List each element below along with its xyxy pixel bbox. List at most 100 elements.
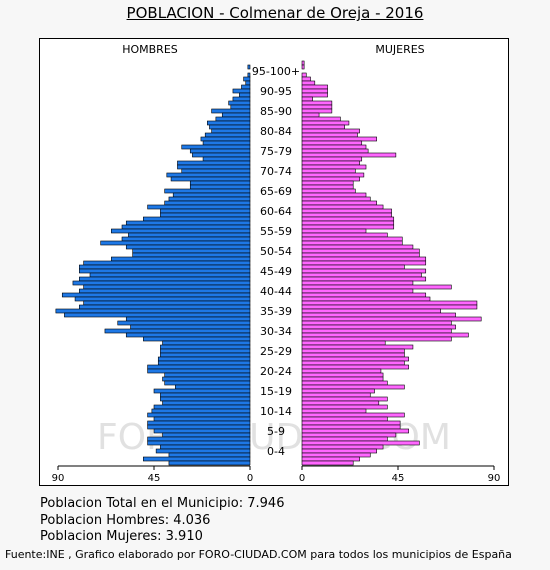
bar-hombres-46 <box>79 276 251 282</box>
men-population: Poblacion Hombres: 4.036 <box>40 513 211 528</box>
age-label-95-100+: 95-100+ <box>252 65 300 78</box>
bar-hombres-58 <box>111 228 251 234</box>
bar-hombres-63 <box>160 208 251 214</box>
bar-mujeres-64 <box>301 204 384 210</box>
bar-hombres-31 <box>143 336 251 342</box>
bar-hombres-52 <box>132 252 251 258</box>
age-label-85-90: 85-90 <box>260 105 292 118</box>
bar-hombres-1 <box>143 456 251 462</box>
bar-mujeres-86 <box>301 116 341 122</box>
bar-mujeres-52 <box>301 252 420 258</box>
bar-hombres-78 <box>189 148 251 154</box>
bar-hombres-36 <box>125 316 251 322</box>
bar-hombres-96 <box>243 76 251 82</box>
bar-mujeres-36 <box>301 316 482 322</box>
bar-hombres-16 <box>160 396 251 402</box>
bar-mujeres-39 <box>301 304 478 310</box>
bar-hombres-66 <box>168 196 251 202</box>
bar-hombres-20 <box>164 380 251 386</box>
bar-hombres-54 <box>125 244 251 250</box>
bar-hombres-6 <box>147 436 251 442</box>
series-label-hombres: HOMBRES <box>122 43 178 56</box>
bar-mujeres-58 <box>301 228 367 234</box>
age-label-55-59: 55-59 <box>260 225 292 238</box>
bar-mujeres-66 <box>301 196 371 202</box>
bar-hombres-75 <box>177 160 251 166</box>
bar-mujeres-88 <box>301 108 333 114</box>
bar-mujeres-70 <box>301 180 354 186</box>
bar-mujeres-73 <box>301 168 356 174</box>
bar-hombres-37 <box>64 312 251 318</box>
bar-mujeres-99 <box>301 64 305 70</box>
bar-hombres-28 <box>160 348 251 354</box>
bar-hombres-51 <box>111 256 251 262</box>
age-label-75-79: 75-79 <box>260 145 292 158</box>
bar-hombres-27 <box>160 352 251 358</box>
bar-mujeres-6 <box>301 436 388 442</box>
bar-mujeres-84 <box>301 124 345 130</box>
bar-hombres-94 <box>241 84 251 90</box>
bar-mujeres-15 <box>301 400 380 406</box>
bar-hombres-55 <box>100 240 251 246</box>
bar-mujeres-55 <box>301 240 403 246</box>
bar-mujeres-61 <box>301 216 395 222</box>
bar-hombres-49 <box>79 264 251 270</box>
bar-hombres-81 <box>200 136 251 142</box>
bar-hombres-92 <box>239 92 251 98</box>
tick-label-left-0: 0 <box>247 473 253 484</box>
bar-hombres-99 <box>247 64 251 70</box>
age-label-50-54: 50-54 <box>260 245 292 258</box>
bar-mujeres-87 <box>301 112 320 118</box>
bar-hombres-24 <box>147 364 251 370</box>
bar-mujeres-14 <box>301 404 388 410</box>
bar-mujeres-18 <box>301 388 375 394</box>
bar-mujeres-59 <box>301 224 395 230</box>
tick-label-left-90: 90 <box>52 473 65 484</box>
bar-hombres-90 <box>228 100 251 106</box>
bar-mujeres-25 <box>301 360 405 366</box>
bar-hombres-38 <box>55 308 251 314</box>
bar-hombres-57 <box>128 232 251 238</box>
bar-hombres-22 <box>164 372 251 378</box>
bar-mujeres-12 <box>301 412 405 418</box>
bar-mujeres-96 <box>301 76 311 82</box>
bar-hombres-47 <box>89 272 251 278</box>
bar-hombres-91 <box>232 96 251 102</box>
bar-mujeres-51 <box>301 256 427 262</box>
age-label-60-64: 60-64 <box>260 205 292 218</box>
bar-hombres-71 <box>170 176 251 182</box>
bar-hombres-74 <box>177 164 251 170</box>
bar-hombres-53 <box>132 248 251 254</box>
bar-hombres-26 <box>157 356 251 362</box>
bar-hombres-18 <box>153 388 251 394</box>
bar-hombres-23 <box>147 368 251 374</box>
bar-hombres-0 <box>168 460 251 466</box>
bar-mujeres-63 <box>301 208 392 214</box>
source-note: Fuente:INE , Grafico elaborado por FORO-… <box>5 548 512 561</box>
bar-hombres-30 <box>162 340 251 346</box>
bar-mujeres-26 <box>301 356 409 362</box>
bar-mujeres-34 <box>301 324 456 330</box>
bar-mujeres-37 <box>301 312 456 318</box>
bar-mujeres-40 <box>301 300 478 306</box>
bar-mujeres-47 <box>301 272 422 278</box>
bar-mujeres-13 <box>301 408 367 414</box>
bar-hombres-25 <box>157 360 251 366</box>
bar-mujeres-43 <box>301 288 414 294</box>
age-label-65-69: 65-69 <box>260 185 292 198</box>
bar-mujeres-1 <box>301 456 360 462</box>
bar-mujeres-24 <box>301 364 409 370</box>
bar-hombres-3 <box>155 448 251 454</box>
bar-mujeres-46 <box>301 276 427 282</box>
bar-hombres-64 <box>147 204 251 210</box>
bar-mujeres-76 <box>301 156 363 162</box>
bar-mujeres-5 <box>301 440 420 446</box>
bar-hombres-14 <box>153 404 251 410</box>
bar-mujeres-68 <box>301 188 356 194</box>
bar-mujeres-83 <box>301 128 360 134</box>
tick-label-right-90: 90 <box>488 473 501 484</box>
bar-mujeres-50 <box>301 260 427 266</box>
bar-hombres-9 <box>147 424 251 430</box>
bar-hombres-67 <box>172 192 251 198</box>
